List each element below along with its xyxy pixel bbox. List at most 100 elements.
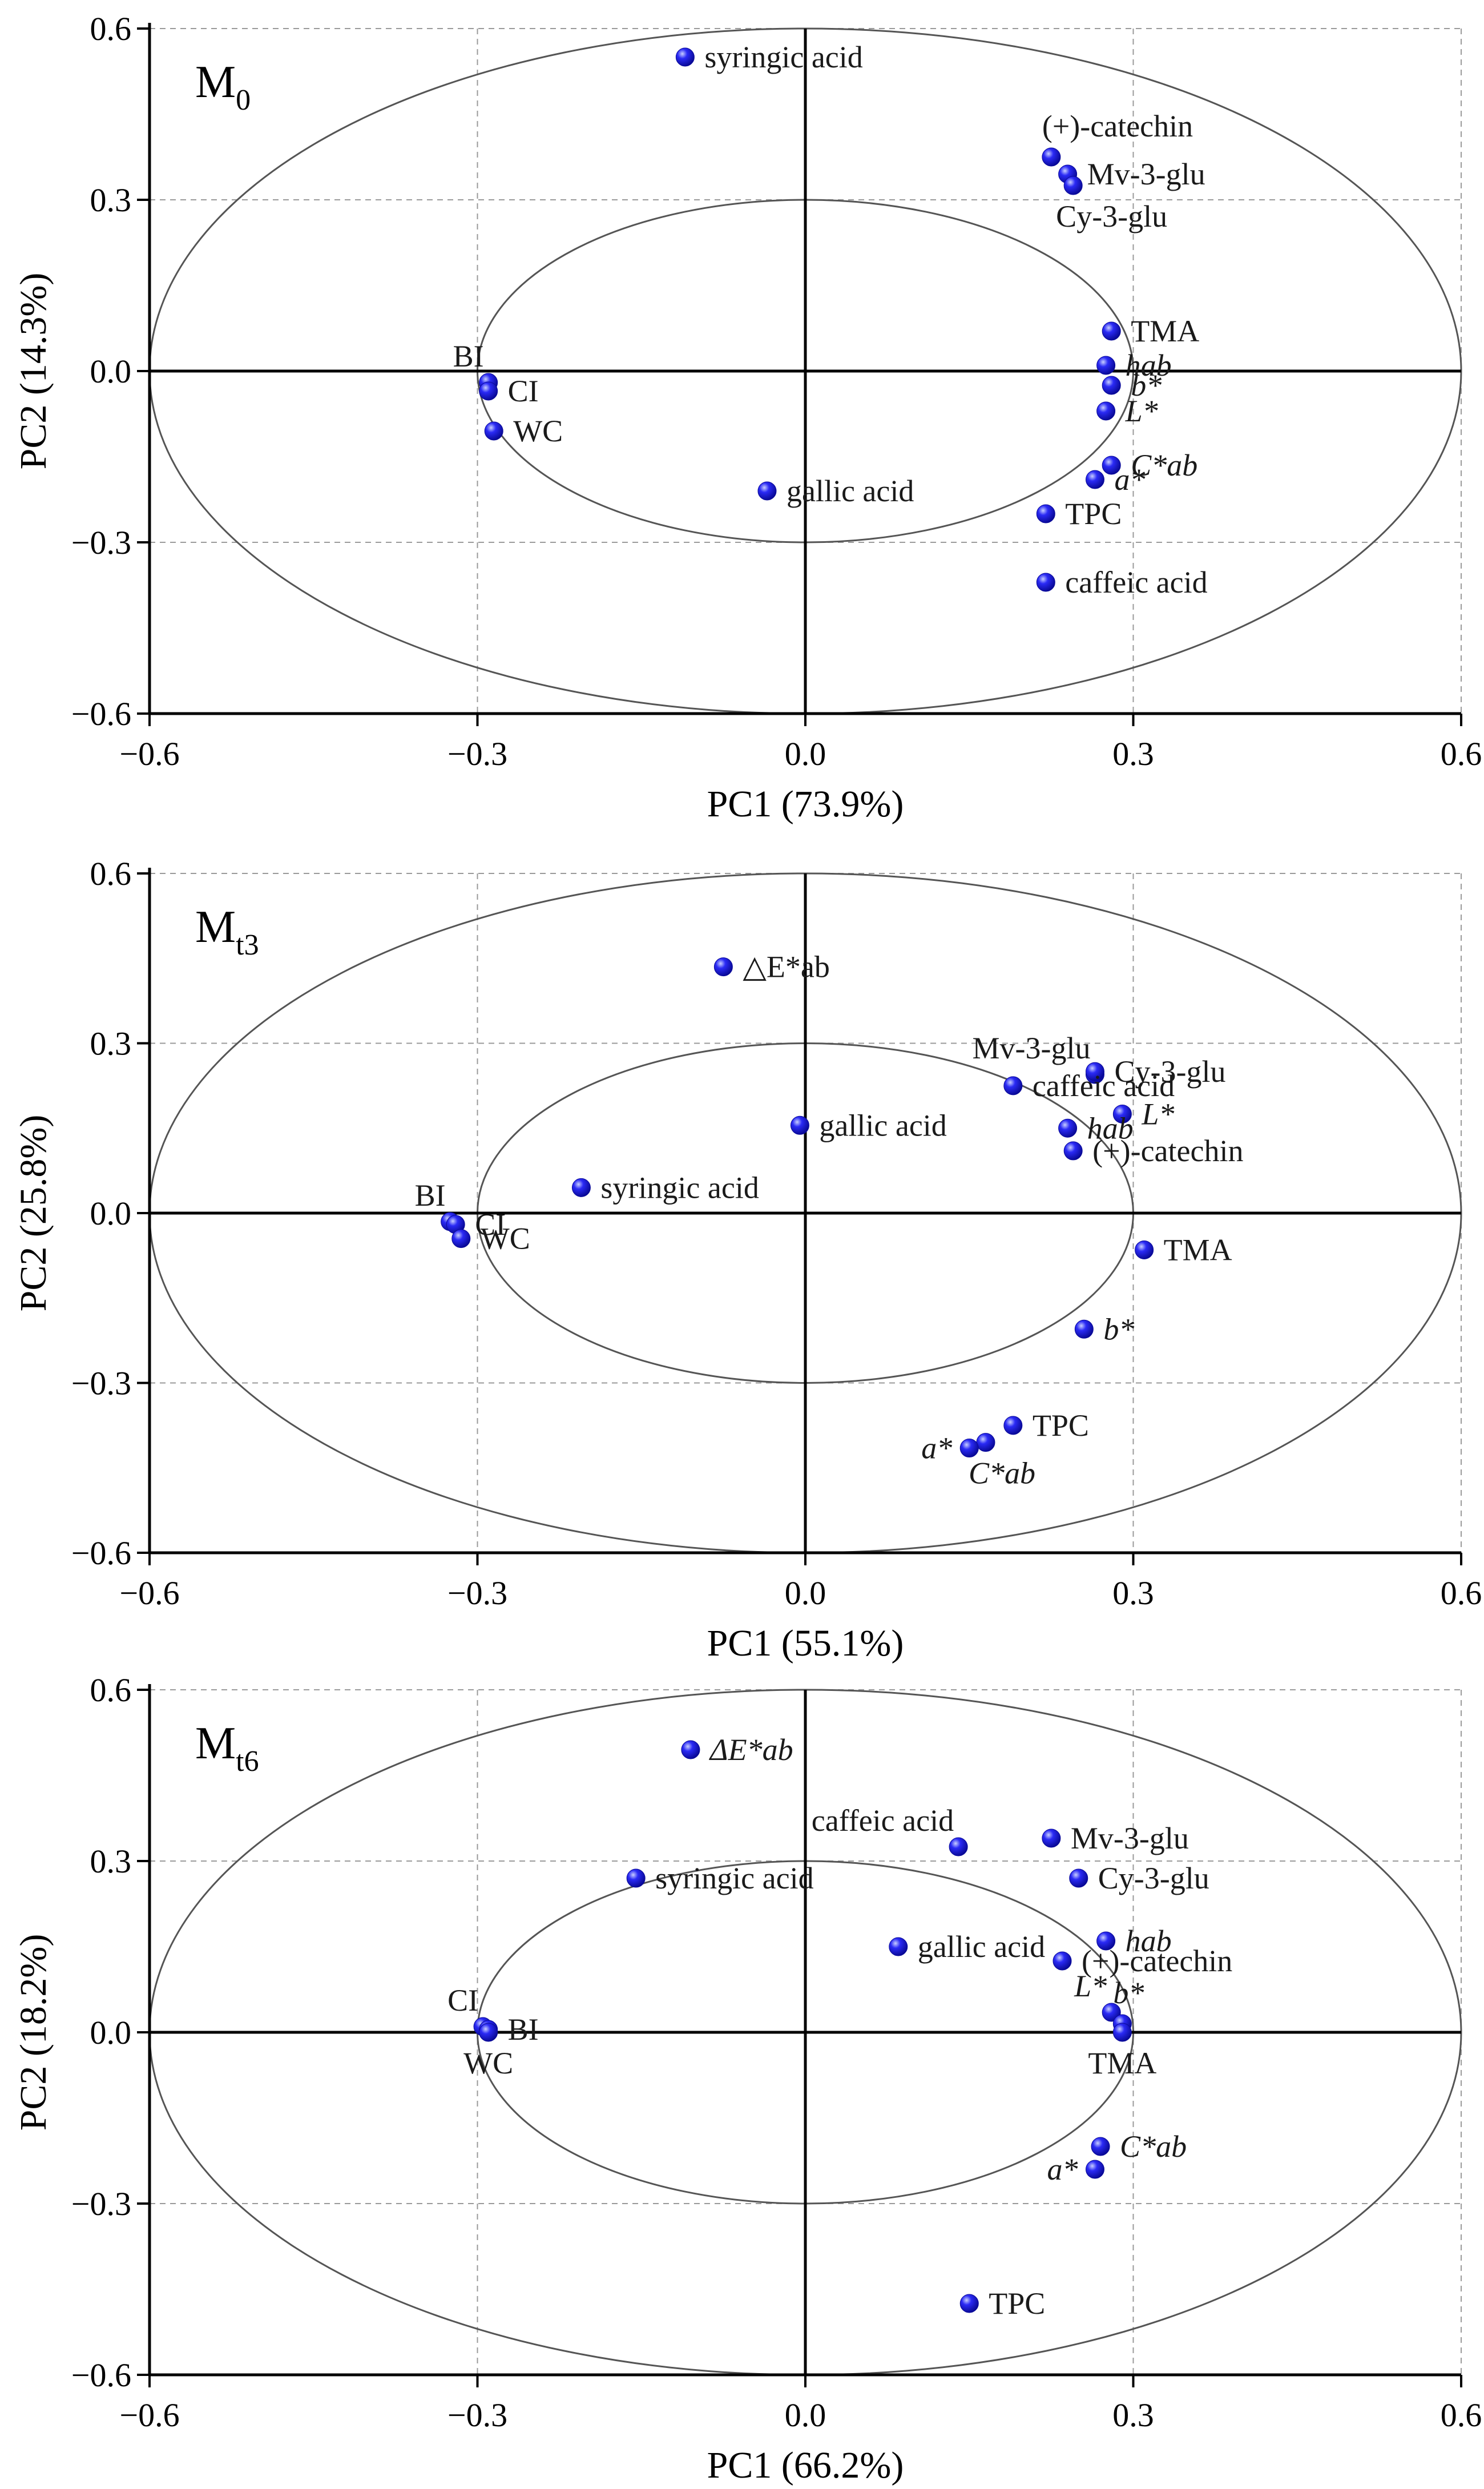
loading-point xyxy=(1085,1062,1104,1081)
loading-point xyxy=(626,1868,646,1888)
point-label: WC xyxy=(481,1222,530,1256)
x-tick-label: 0.3 xyxy=(1112,1574,1154,1612)
y-tick-label: 0.6 xyxy=(90,1672,132,1709)
panel-title: M0 xyxy=(195,57,251,116)
point-label: Cy-3-glu xyxy=(1056,199,1167,233)
x-tick-label: 0.6 xyxy=(1441,2397,1482,2434)
point-label: caffeic acid xyxy=(1065,565,1207,599)
y-tick-label: −0.6 xyxy=(71,695,131,732)
point-label: (+)-catechin xyxy=(1092,1134,1243,1168)
point-label: BI xyxy=(415,1178,446,1213)
point-label: hab xyxy=(1126,348,1172,382)
x-tick-label: 0.6 xyxy=(1441,735,1482,772)
y-tick-label: −0.6 xyxy=(71,2357,131,2394)
x-tick-label: 0.0 xyxy=(785,735,826,772)
point-label: TMA xyxy=(1088,2046,1156,2080)
x-tick-label: −0.6 xyxy=(119,1574,179,1612)
loading-point xyxy=(949,1837,968,1856)
y-tick-label: −0.6 xyxy=(71,1535,131,1572)
point-label: syringic acid xyxy=(704,40,862,74)
x-tick-label: −0.6 xyxy=(119,2397,179,2434)
loading-point xyxy=(571,1178,591,1197)
y-tick-label: 0.3 xyxy=(90,1843,132,1880)
point-label: Cy-3-glu xyxy=(1114,1054,1225,1089)
loading-point xyxy=(451,1229,471,1248)
point-label: a* xyxy=(1114,462,1145,497)
point-label: BI xyxy=(508,2012,539,2047)
point-label: TMA xyxy=(1164,1233,1232,1267)
loading-point xyxy=(1085,470,1104,489)
panel-title-sub: t6 xyxy=(236,1745,259,1778)
pca-panel-3: −0.6 0.6 −0.3 0.3 0.0 0.0 0.3 −0.3 0.6 −0.6 PC1 (6… xyxy=(13,1672,1482,2486)
x-axis-title: PC1 (66.2%) xyxy=(707,2444,904,2486)
point-label: △E*ab xyxy=(743,950,829,984)
point-label: TMA xyxy=(1131,314,1199,348)
point-label: hab xyxy=(1126,1924,1172,1958)
loading-point xyxy=(959,2294,979,2313)
point-label: syringic acid xyxy=(655,1861,813,1895)
loading-point xyxy=(1069,1868,1088,1888)
point-label: (+)-catechin xyxy=(1082,1944,1232,1978)
loading-point xyxy=(1112,2023,1132,2042)
pca-panel-2: −0.6 0.6 −0.3 0.3 0.0 0.0 0.3 −0.3 0.6 −0.6 PC1 (5… xyxy=(13,855,1482,1664)
loading-point xyxy=(889,1937,908,1956)
y-tick-label: 0.0 xyxy=(90,353,132,390)
loading-point xyxy=(1102,376,1121,395)
x-tick-label: 0.0 xyxy=(785,1574,826,1612)
point-label: b* xyxy=(1113,1976,1144,2010)
point-label: syringic acid xyxy=(600,1170,759,1205)
panel-title-sub: t3 xyxy=(236,929,259,961)
loading-point xyxy=(479,2023,498,2042)
point-label: b* xyxy=(1131,368,1162,402)
x-tick-label: 0.3 xyxy=(1112,735,1154,772)
y-tick-label: 0.6 xyxy=(90,855,132,892)
loading-point xyxy=(1058,1118,1078,1138)
loading-point xyxy=(1052,1951,1072,1971)
loading-point xyxy=(1085,2160,1104,2179)
point-label: WC xyxy=(463,2046,513,2080)
point-label: (+)-catechin xyxy=(1042,109,1193,143)
loading-point xyxy=(1096,401,1116,421)
point-label: caffeic acid xyxy=(1033,1069,1175,1103)
x-tick-label: −0.3 xyxy=(447,735,507,772)
y-axis-title: PC2 (14.3%) xyxy=(13,273,54,470)
point-label: hab xyxy=(1087,1111,1134,1145)
loading-point xyxy=(1135,1240,1154,1259)
loading-point xyxy=(1042,147,1061,167)
loading-point xyxy=(1074,1319,1094,1339)
loading-point xyxy=(1036,573,1055,592)
panel-title-main: M xyxy=(195,1718,236,1769)
y-tick-label: −0.3 xyxy=(71,2185,131,2222)
loading-point xyxy=(681,1740,700,1759)
pca-panel-1: −0.6 0.6 −0.3 0.3 0.0 0.0 0.3 −0.3 0.6 −0.6 PC1 (7… xyxy=(13,10,1482,825)
point-label: TPC xyxy=(989,2286,1045,2321)
y-tick-label: −0.3 xyxy=(71,1365,131,1402)
y-tick-label: 0.0 xyxy=(90,1195,132,1232)
y-tick-label: −0.3 xyxy=(71,524,131,561)
panel-title: Mt3 xyxy=(195,902,259,961)
loading-point xyxy=(484,421,503,441)
panel-title-main: M xyxy=(195,902,236,952)
point-label: C*ab xyxy=(1120,2129,1187,2164)
point-label: Mv-3-glu xyxy=(1071,1821,1189,1855)
point-label: Cy-3-glu xyxy=(1098,1861,1209,1895)
point-label: CI xyxy=(475,1207,506,1242)
loading-point xyxy=(1096,1931,1116,1951)
panel-title-main: M xyxy=(195,57,236,107)
point-label: CI xyxy=(447,1983,478,2017)
point-label: a* xyxy=(921,1431,952,1465)
loading-point xyxy=(1096,356,1116,375)
x-tick-label: −0.3 xyxy=(447,2397,507,2434)
point-label: L* xyxy=(1125,394,1158,428)
loading-point xyxy=(1102,321,1121,341)
loading-point xyxy=(1003,1416,1023,1435)
x-tick-label: −0.3 xyxy=(447,1574,507,1612)
point-label: CI xyxy=(508,374,539,408)
x-axis-title: PC1 (73.9%) xyxy=(707,783,904,825)
loading-point xyxy=(1063,176,1083,195)
y-axis-title: PC2 (18.2%) xyxy=(13,1934,54,2131)
point-label: C*ab xyxy=(1131,448,1197,482)
point-label: a* xyxy=(1047,2152,1078,2186)
loading-point xyxy=(959,1439,979,1458)
